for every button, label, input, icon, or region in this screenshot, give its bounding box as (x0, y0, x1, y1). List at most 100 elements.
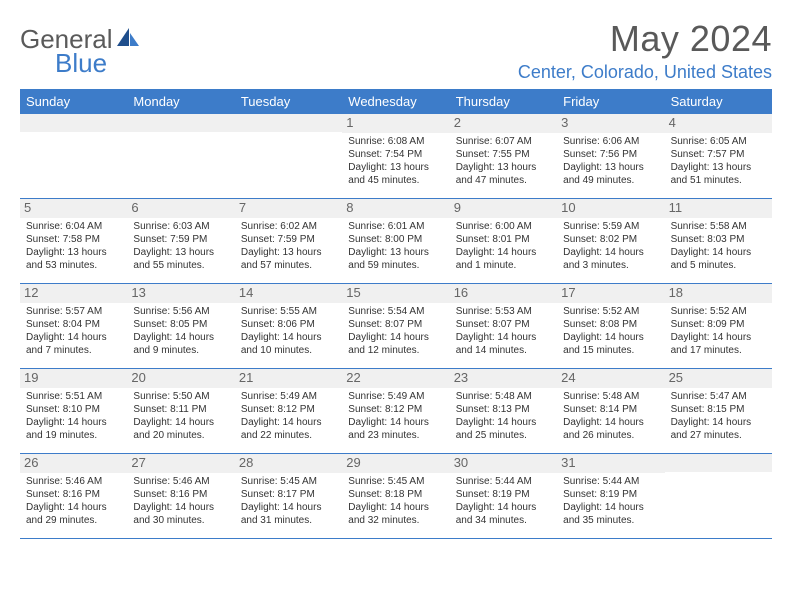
day-details: Sunrise: 5:46 AMSunset: 8:16 PMDaylight:… (131, 475, 230, 527)
day-cell: 23 Sunrise: 5:48 AMSunset: 8:13 PMDayligh… (450, 369, 557, 453)
day-cell (127, 114, 234, 198)
day-cell: 17 Sunrise: 5:52 AMSunset: 8:08 PMDayligh… (557, 284, 664, 368)
day-number: 14 (235, 284, 342, 303)
day-cell: 29Sunrise: 5:45 AMSunset: 8:18 PMDayligh… (342, 454, 449, 538)
day-cell: 15 Sunrise: 5:54 AMSunset: 8:07 PMDayligh… (342, 284, 449, 368)
day-cell: 25 Sunrise: 5:47 AMSunset: 8:15 PMDayligh… (665, 369, 772, 453)
week-row: 19 Sunrise: 5:51 AMSunset: 8:10 PMDayligh… (20, 369, 772, 454)
day-details: Sunrise: 5:47 AMSunset: 8:15 PMDaylight:… (669, 390, 768, 442)
day-number: 12 (20, 284, 127, 303)
day-details: Sunrise: 6:05 AMSunset: 7:57 PMDaylight:… (669, 135, 768, 187)
day-cell: 5Sunrise: 6:04 AMSunset: 7:58 PMDaylight… (20, 199, 127, 283)
calendar-grid: SundayMondayTuesdayWednesdayThursdayFrid… (20, 89, 772, 539)
day-number: 19 (20, 369, 127, 388)
day-cell: 8 Sunrise: 6:01 AMSunset: 8:00 PMDaylight… (342, 199, 449, 283)
weekday-header-row: SundayMondayTuesdayWednesdayThursdayFrid… (20, 89, 772, 114)
day-details: Sunrise: 6:06 AMSunset: 7:56 PMDaylight:… (561, 135, 660, 187)
week-row: 5Sunrise: 6:04 AMSunset: 7:58 PMDaylight… (20, 199, 772, 284)
day-cell: 12 Sunrise: 5:57 AMSunset: 8:04 PMDayligh… (20, 284, 127, 368)
weekday-label: Monday (127, 89, 234, 114)
weeks-container: 1Sunrise: 6:08 AMSunset: 7:54 PMDaylight… (20, 114, 772, 539)
day-number: 30 (450, 454, 557, 473)
day-number: 28 (235, 454, 342, 473)
day-number: 3 (557, 114, 664, 133)
day-number: 25 (665, 369, 772, 388)
day-details: Sunrise: 6:01 AMSunset: 8:00 PMDaylight:… (346, 220, 445, 272)
day-number: 15 (342, 284, 449, 303)
day-details: Sunrise: 5:54 AMSunset: 8:07 PMDaylight:… (346, 305, 445, 357)
day-cell: 1Sunrise: 6:08 AMSunset: 7:54 PMDaylight… (342, 114, 449, 198)
day-details: Sunrise: 5:53 AMSunset: 8:07 PMDaylight:… (454, 305, 553, 357)
header-right: May 2024 Center, Colorado, United States (518, 18, 772, 83)
day-cell: 11 Sunrise: 5:58 AMSunset: 8:03 PMDayligh… (665, 199, 772, 283)
day-number: 26 (20, 454, 127, 473)
day-number: 6 (127, 199, 234, 218)
logo-word-2: Blue (55, 48, 107, 78)
day-cell: 3 Sunrise: 6:06 AMSunset: 7:56 PMDaylight… (557, 114, 664, 198)
weekday-label: Saturday (665, 89, 772, 114)
day-cell: 9Sunrise: 6:00 AMSunset: 8:01 PMDaylight… (450, 199, 557, 283)
day-cell: 16 Sunrise: 5:53 AMSunset: 8:07 PMDayligh… (450, 284, 557, 368)
week-row: 1Sunrise: 6:08 AMSunset: 7:54 PMDaylight… (20, 114, 772, 199)
weekday-label: Sunday (20, 89, 127, 114)
day-details: Sunrise: 5:48 AMSunset: 8:13 PMDaylight:… (454, 390, 553, 442)
day-cell: 30 Sunrise: 5:44 AMSunset: 8:19 PMDayligh… (450, 454, 557, 538)
weekday-label: Friday (557, 89, 664, 114)
day-details: Sunrise: 5:50 AMSunset: 8:11 PMDaylight:… (131, 390, 230, 442)
day-cell: 21 Sunrise: 5:49 AMSunset: 8:12 PMDayligh… (235, 369, 342, 453)
month-title: May 2024 (518, 18, 772, 60)
day-details: Sunrise: 5:55 AMSunset: 8:06 PMDaylight:… (239, 305, 338, 357)
day-details: Sunrise: 6:07 AMSunset: 7:55 PMDaylight:… (454, 135, 553, 187)
day-details: Sunrise: 5:51 AMSunset: 8:10 PMDaylight:… (24, 390, 123, 442)
day-number: 10 (557, 199, 664, 218)
day-number: 2 (450, 114, 557, 133)
day-number: 7 (235, 199, 342, 218)
day-cell: 26 Sunrise: 5:46 AMSunset: 8:16 PMDayligh… (20, 454, 127, 538)
day-cell: 27 Sunrise: 5:46 AMSunset: 8:16 PMDayligh… (127, 454, 234, 538)
day-number: 24 (557, 369, 664, 388)
day-cell: 13Sunrise: 5:56 AMSunset: 8:05 PMDayligh… (127, 284, 234, 368)
day-number: 8 (342, 199, 449, 218)
day-details: Sunrise: 5:52 AMSunset: 8:09 PMDaylight:… (669, 305, 768, 357)
day-cell: 14 Sunrise: 5:55 AMSunset: 8:06 PMDayligh… (235, 284, 342, 368)
day-details: Sunrise: 5:49 AMSunset: 8:12 PMDaylight:… (346, 390, 445, 442)
location-text: Center, Colorado, United States (518, 62, 772, 83)
day-number: 21 (235, 369, 342, 388)
day-number: 1 (342, 114, 449, 133)
day-details: Sunrise: 5:46 AMSunset: 8:16 PMDaylight:… (24, 475, 123, 527)
day-cell: 19 Sunrise: 5:51 AMSunset: 8:10 PMDayligh… (20, 369, 127, 453)
day-number: 20 (127, 369, 234, 388)
weekday-label: Tuesday (235, 89, 342, 114)
day-cell: 22Sunrise: 5:49 AMSunset: 8:12 PMDayligh… (342, 369, 449, 453)
day-details: Sunrise: 5:44 AMSunset: 8:19 PMDaylight:… (561, 475, 660, 527)
day-details: Sunrise: 5:44 AMSunset: 8:19 PMDaylight:… (454, 475, 553, 527)
empty-day-header (127, 114, 234, 132)
page-header: General May 2024 Center, Colorado, Unite… (20, 18, 772, 83)
day-number: 5 (20, 199, 127, 218)
day-cell (235, 114, 342, 198)
day-cell: 31Sunrise: 5:44 AMSunset: 8:19 PMDayligh… (557, 454, 664, 538)
day-number: 16 (450, 284, 557, 303)
day-number: 23 (450, 369, 557, 388)
day-cell: 7 Sunrise: 6:02 AMSunset: 7:59 PMDaylight… (235, 199, 342, 283)
week-row: 12 Sunrise: 5:57 AMSunset: 8:04 PMDayligh… (20, 284, 772, 369)
day-cell (665, 454, 772, 538)
empty-day-header (20, 114, 127, 132)
day-cell: 2 Sunrise: 6:07 AMSunset: 7:55 PMDaylight… (450, 114, 557, 198)
day-number: 17 (557, 284, 664, 303)
day-number: 11 (665, 199, 772, 218)
day-cell: 10Sunrise: 5:59 AMSunset: 8:02 PMDayligh… (557, 199, 664, 283)
day-details: Sunrise: 5:58 AMSunset: 8:03 PMDaylight:… (669, 220, 768, 272)
day-details: Sunrise: 5:52 AMSunset: 8:08 PMDaylight:… (561, 305, 660, 357)
logo-sail-icon (115, 26, 141, 53)
weekday-label: Wednesday (342, 89, 449, 114)
week-row: 26Sunrise: 5:46 AMSunset: 8:16 PMDayligh… (20, 454, 772, 539)
empty-day-header (235, 114, 342, 132)
day-details: Sunrise: 6:02 AMSunset: 7:59 PMDaylight:… (239, 220, 338, 272)
day-number: 27 (127, 454, 234, 473)
day-details: Sunrise: 5:45 AMSunset: 8:17 PMDaylight:… (239, 475, 338, 527)
day-cell: 28 Sunrise: 5:45 AMSunset: 8:17 PMDayligh… (235, 454, 342, 538)
day-details: Sunrise: 5:49 AMSunset: 8:12 PMDaylight:… (239, 390, 338, 442)
day-details: Sunrise: 5:57 AMSunset: 8:04 PMDaylight:… (24, 305, 123, 357)
day-cell: 4Sunrise: 6:05 AMSunset: 7:57 PMDaylight… (665, 114, 772, 198)
